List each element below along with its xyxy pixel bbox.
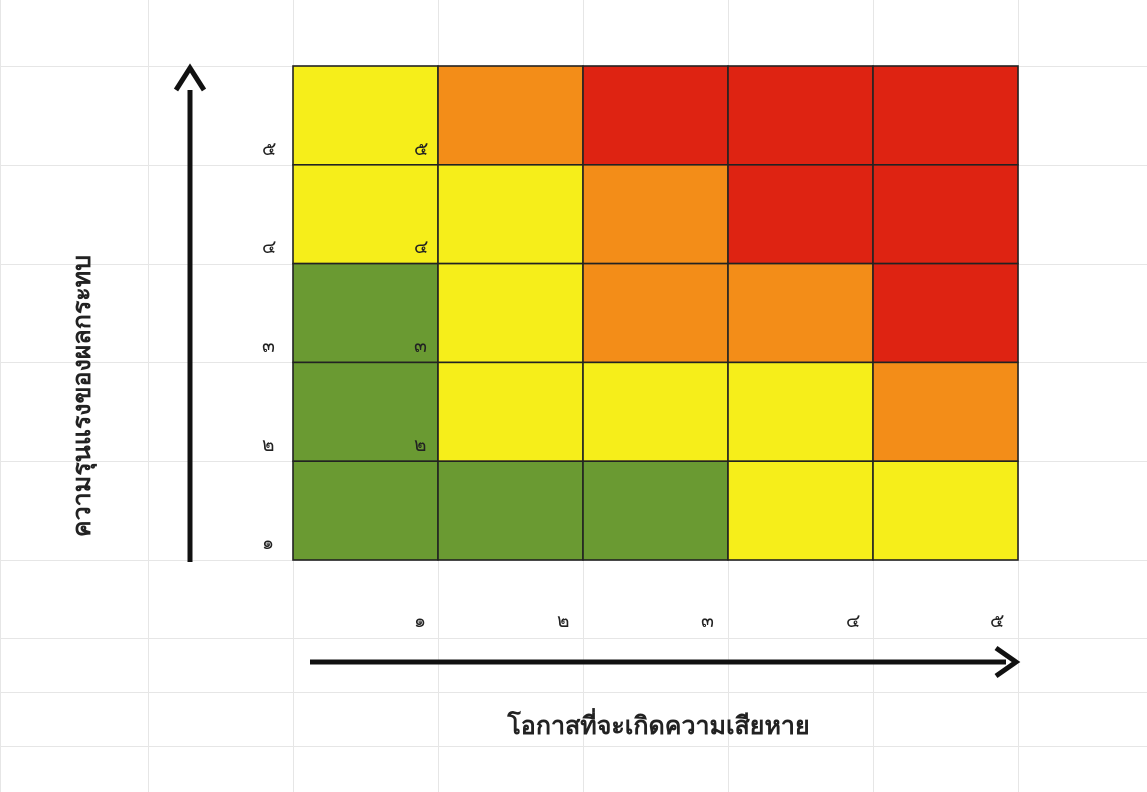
matrix-cell-impact-3-likelihood-3 [582,262,729,364]
matrix-cell-impact-2-likelihood-3 [582,361,729,462]
matrix-cell-impact-4-likelihood-4 [727,164,874,265]
matrix-cell-impact-2-likelihood-4 [727,361,874,462]
matrix-cell-impact-3-likelihood-5 [872,262,1019,364]
y-tick-2: ๒ [262,434,275,456]
x-axis-arrow-head [994,645,1021,679]
x-tick-4: ๔ [846,610,861,632]
y-axis-arrow-head [173,63,207,92]
y-axis-label: ความรุนแรงของผลกระทบ [67,254,96,538]
x-tick-1: ๑ [414,610,427,632]
matrix-cell-impact-5-likelihood-4 [727,65,874,166]
matrix-cell-impact-1-likelihood-3 [582,460,729,561]
matrix-cell-impact-5-likelihood-5 [872,65,1019,166]
matrix-cell-impact-1-likelihood-1 [292,460,439,561]
matrix-cells [292,65,1019,561]
x-tick-2: ๒ [557,610,570,632]
y-tick-inner-4: ๔ [414,236,429,258]
axis-arrows [173,63,1021,679]
y-tick-5: ๕ [262,138,277,160]
matrix-cell-impact-5-likelihood-1 [292,65,439,166]
y-tick-inner-2: ๒ [414,434,427,456]
matrix-cell-impact-4-likelihood-1 [292,164,439,265]
matrix-cell-impact-5-likelihood-3 [582,65,729,166]
matrix-cell-impact-4-likelihood-5 [872,164,1019,265]
matrix-cell-impact-1-likelihood-4 [727,460,874,561]
y-tick-3: ๓ [262,335,275,357]
matrix-cell-impact-4-likelihood-3 [582,164,729,265]
y-tick-inner-3: ๓ [414,335,427,357]
matrix-cell-impact-4-likelihood-2 [437,164,584,265]
x-axis-label: โอกาสที่จะเกิดความเสียหาย [507,711,810,740]
matrix-cell-impact-1-likelihood-2 [437,460,584,561]
y-tick-4: ๔ [262,236,277,258]
x-tick-3: ๓ [701,610,714,632]
x-tick-5: ๕ [990,610,1005,632]
matrix-cell-impact-2-likelihood-2 [437,361,584,462]
matrix-cell-impact-5-likelihood-2 [437,65,584,166]
matrix-cell-impact-3-likelihood-4 [727,262,874,364]
matrix-cell-impact-3-likelihood-1 [292,262,439,364]
matrix-cell-impact-2-likelihood-5 [872,361,1019,462]
y-tick-1: ๑ [262,532,275,554]
y-tick-inner-5: ๕ [414,138,429,160]
matrix-cell-impact-3-likelihood-2 [437,262,584,364]
matrix-cell-impact-1-likelihood-5 [872,460,1019,561]
